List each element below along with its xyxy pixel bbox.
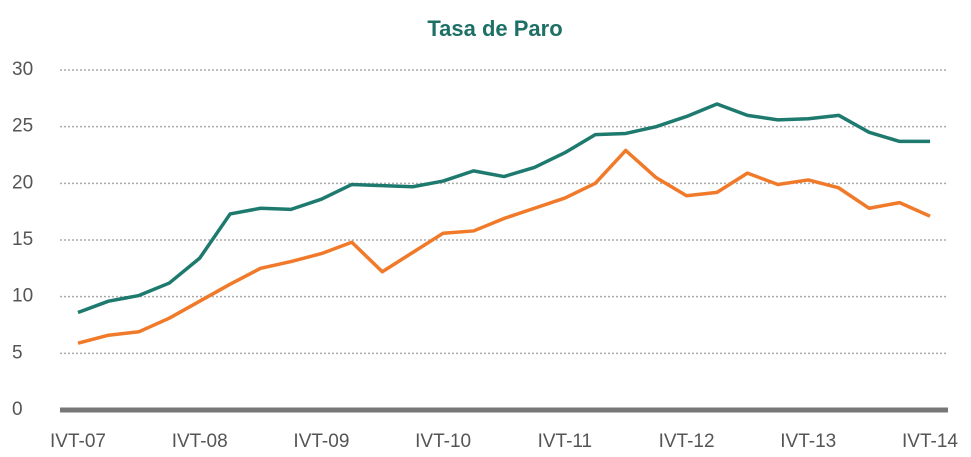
- x-tick-label: IVT-07: [50, 431, 106, 452]
- x-tick-label: IVT-11: [538, 431, 593, 452]
- line-series: [77, 148, 931, 345]
- line-series: [77, 102, 930, 315]
- y-tick-label: 25: [12, 116, 33, 137]
- x-tick-label: IVT-09: [293, 431, 349, 452]
- x-tick-label: IVT-14: [902, 431, 958, 452]
- y-tick-label: 10: [12, 286, 33, 307]
- x-tick-label: IVT-10: [415, 431, 471, 452]
- y-tick-label: 15: [12, 229, 33, 250]
- x-tick-label: IVT-12: [659, 431, 715, 452]
- x-tick-label: IVT-08: [172, 431, 228, 452]
- y-tick-label: 20: [12, 172, 33, 193]
- x-tick-label: IVT-13: [780, 431, 836, 452]
- chart-title: Tasa de Paro: [427, 16, 562, 41]
- y-tick-label: 0: [12, 399, 23, 420]
- y-tick-label: 5: [12, 342, 23, 363]
- y-tick-label: 30: [12, 59, 33, 80]
